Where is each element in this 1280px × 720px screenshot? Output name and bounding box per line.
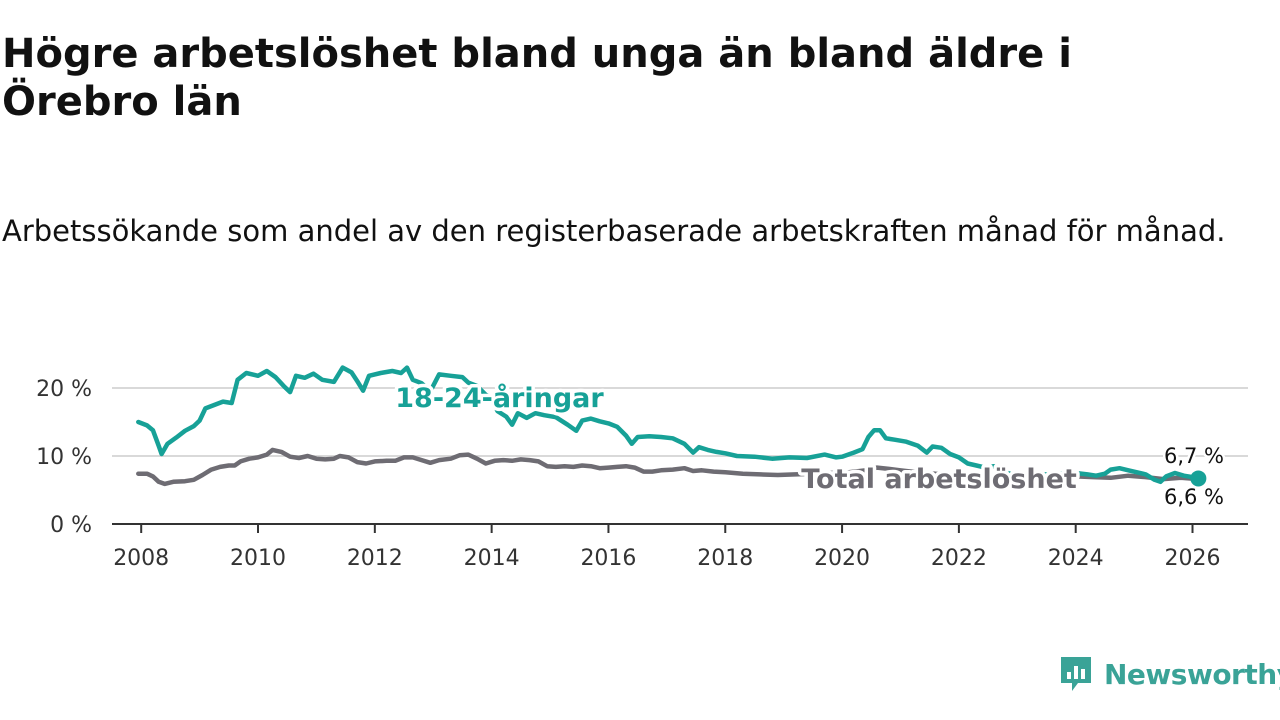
youth-end-label: 6,7 %: [1164, 444, 1224, 468]
y-tick-label: 10 %: [36, 445, 92, 470]
x-tick-label: 2018: [697, 546, 753, 571]
y-axis-labels: 0 % 10 % 20 %: [36, 377, 92, 538]
newsworthy-brand[interactable]: Newsworthy: [1058, 654, 1280, 694]
x-tick-label: 2022: [931, 546, 987, 571]
youth-end-point: [1190, 470, 1207, 487]
x-tick-label: 2016: [580, 546, 636, 571]
x-tick-label: 2014: [464, 546, 520, 571]
chart-title: Högre arbetslöshet bland unga än bland ä…: [2, 31, 1072, 125]
newsworthy-logo-icon: [1061, 657, 1091, 691]
x-tick-label: 2026: [1165, 546, 1221, 571]
total-end-label: 6,6 %: [1164, 485, 1224, 509]
grid-lines: [112, 387, 1248, 457]
total-series-line: [136, 447, 1201, 487]
x-tick-label: 2024: [1048, 546, 1104, 571]
youth-series-label: 18-24-åringar: [395, 382, 604, 414]
x-axis: 2008 2010 2012 2014 2016 2018 2020 2022 2024 2026: [112, 523, 1248, 571]
x-tick-label: 2020: [814, 546, 870, 571]
y-tick-label: 0 %: [50, 513, 92, 538]
x-tick-label: 2008: [113, 546, 169, 571]
series-lines: [136, 365, 1207, 487]
series-labels: 18-24-åringar Total arbetslöshet 6,7 % 6,6 …: [392, 379, 1227, 512]
x-tick-label: 2010: [230, 546, 286, 571]
brand-name: Newsworthy: [1104, 657, 1280, 691]
x-tick-label: 2012: [347, 546, 403, 571]
chart-subtitle: Arbetssökande som andel av den registerb…: [2, 214, 1226, 248]
y-tick-label: 20 %: [36, 377, 92, 402]
youth-series-line: [136, 365, 1201, 485]
total-series-label: Total arbetslöshet: [801, 464, 1077, 495]
